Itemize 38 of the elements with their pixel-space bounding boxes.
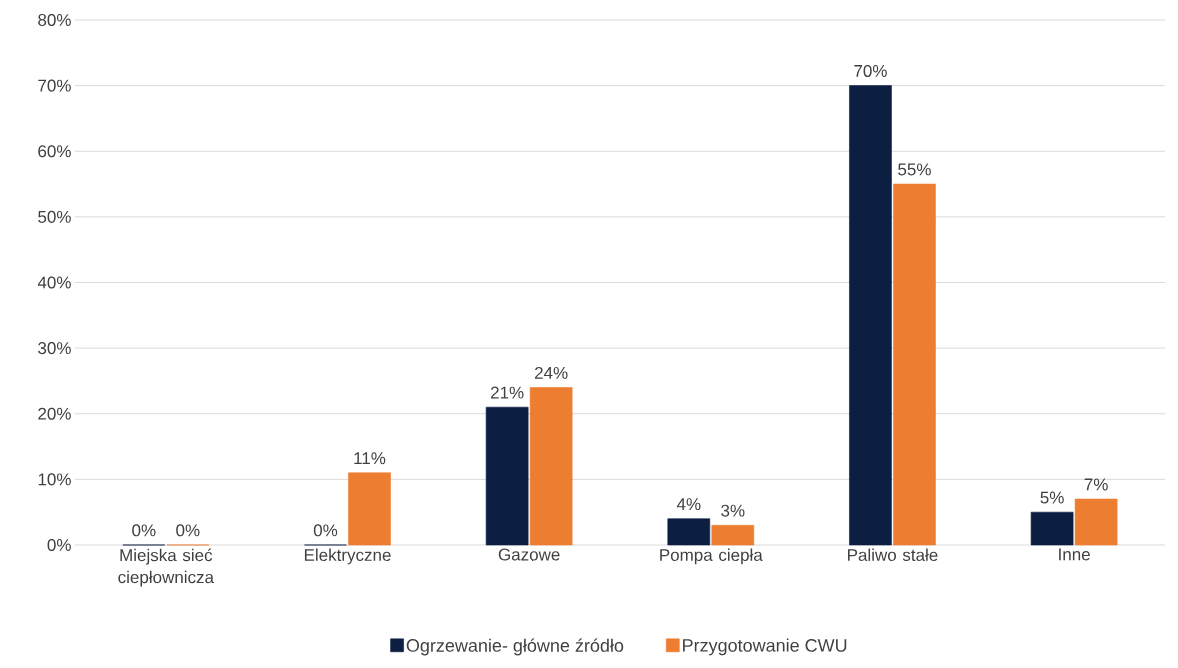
data-label: 5% xyxy=(1040,491,1064,504)
data-label: 11% xyxy=(354,452,386,465)
y-tick-label: 60% xyxy=(38,145,71,158)
x-tick-label: Miejska sieć ciepłownicza xyxy=(118,548,214,587)
bar xyxy=(711,525,755,546)
bar xyxy=(529,387,573,546)
bar xyxy=(849,85,892,546)
legend-label: Przygotowanie CWU xyxy=(683,638,847,656)
data-label: 7% xyxy=(1084,478,1108,491)
y-tick-label: 50% xyxy=(38,210,71,223)
y-tick-label: 30% xyxy=(38,342,71,355)
y-tick-label: 40% xyxy=(37,276,71,289)
data-label: 4% xyxy=(676,498,701,511)
data-label: 21% xyxy=(491,386,524,399)
x-tick-label: Gazowe xyxy=(498,548,560,561)
x-tick-label: Elektryczne xyxy=(304,548,391,565)
data-label: 0% xyxy=(176,524,200,537)
data-label: 24% xyxy=(535,366,568,379)
x-tick-label: Paliwo stałe xyxy=(848,548,938,562)
data-label: 55% xyxy=(898,163,931,176)
bar xyxy=(667,518,711,546)
x-tick-label: Pompa ciepła xyxy=(660,548,763,565)
y-tick-label: 80% xyxy=(38,13,71,27)
data-label: 70% xyxy=(854,64,887,77)
legend-label: Ogrzewanie- główne źródło xyxy=(406,638,624,656)
bar xyxy=(1030,511,1074,546)
data-label: 3% xyxy=(721,504,745,517)
bar xyxy=(348,472,391,546)
y-tick-label: 10% xyxy=(38,473,71,486)
y-tick-label: 20% xyxy=(38,407,71,420)
data-label: 0% xyxy=(313,524,338,537)
bar xyxy=(1074,498,1118,546)
data-label: 0% xyxy=(132,524,156,537)
x-tick-label: Inne xyxy=(1059,548,1090,561)
y-tick-label: 0% xyxy=(47,538,71,552)
y-tick-label: 70% xyxy=(38,79,71,92)
bar xyxy=(893,183,936,546)
bar xyxy=(485,406,529,546)
